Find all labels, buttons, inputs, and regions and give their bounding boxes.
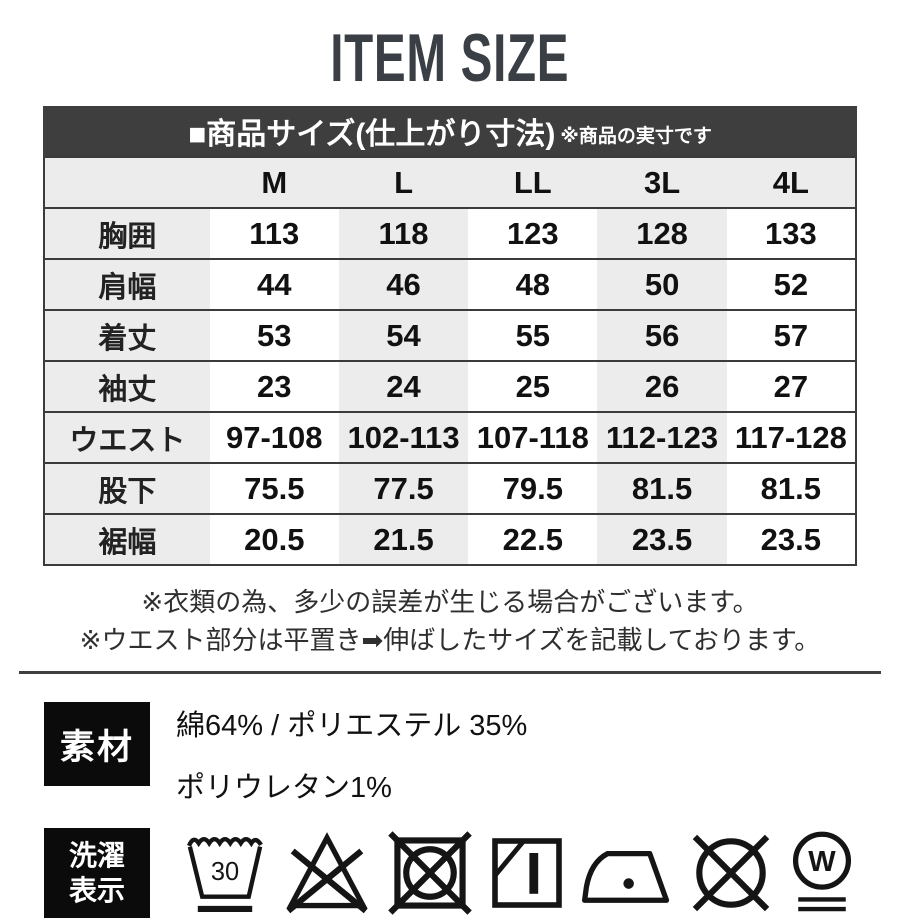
size-cell: 128	[597, 208, 727, 259]
size-cell: 81.5	[597, 463, 727, 514]
material-line: 綿64% / ポリエステル 35%	[176, 710, 528, 743]
size-row-label: 裾幅	[44, 514, 210, 565]
note-line: ※衣類の為、多少の誤差が生じる場合がございます。	[141, 587, 759, 617]
size-cell: 75.5	[209, 463, 339, 514]
material-section: 素材 綿64% / ポリエステル 35% ポリウレタン1%	[44, 702, 900, 806]
table-row: 着丈 53 54 55 56 57	[44, 310, 856, 361]
table-row: 胸囲 113 118 123 128 133	[44, 208, 856, 259]
size-cell: 54	[338, 310, 469, 361]
size-row-label: 胸囲	[44, 208, 210, 259]
size-cell: 23.5	[726, 514, 856, 565]
size-cell: 20.5	[209, 514, 339, 565]
iron-low-one-dot-icon	[582, 851, 670, 904]
washing-section: 洗濯 表示 30	[44, 828, 900, 918]
size-table: M L LL 3L 4L 胸囲 113 118 123 128 133 肩幅 4…	[43, 156, 857, 566]
size-cell: 53	[209, 310, 339, 361]
size-cell: 79.5	[468, 463, 598, 514]
table-row: ウエスト 97-108 102-113 107-118 112-123 117-…	[44, 412, 856, 463]
size-cell: 57	[726, 310, 856, 361]
size-row-label: 着丈	[44, 310, 210, 361]
size-cell: 48	[468, 259, 598, 310]
size-row-label: 股下	[44, 463, 210, 514]
size-cell: 102-113	[338, 412, 469, 463]
size-cell: 118	[338, 208, 469, 259]
size-cell: 55	[468, 310, 598, 361]
size-cell: 117-128	[726, 412, 856, 463]
care-symbols: 30 W	[182, 829, 854, 917]
size-column-header: LL	[468, 157, 598, 208]
size-column-spacer	[44, 157, 210, 208]
material-text: 綿64% / ポリエステル 35% ポリウレタン1%	[176, 702, 527, 806]
wet-clean-letter: W	[808, 847, 836, 879]
size-row-label: 肩幅	[44, 259, 210, 310]
table-row: 股下 75.5 77.5 79.5 81.5 81.5	[44, 463, 856, 514]
size-table-title: ■商品サイズ(仕上がり寸法)	[188, 118, 556, 151]
size-cell: 21.5	[338, 514, 469, 565]
material-line: ポリウレタン1%	[176, 772, 392, 805]
page-header: ITEM SIZE	[0, 14, 900, 102]
disclaimer-notes: ※衣類の為、多少の誤差が生じる場合がございます。 ※ウエスト部分は平置き➡伸ばし…	[0, 584, 900, 659]
washing-label-box: 洗濯 表示	[44, 828, 150, 918]
size-column-header: 4L	[726, 157, 856, 208]
size-cell: 46	[338, 259, 469, 310]
size-table-header-bar: ■商品サイズ(仕上がり寸法) ※商品の実寸です	[43, 106, 857, 156]
size-cell: 123	[468, 208, 598, 259]
size-cell: 23	[209, 361, 339, 412]
size-cell: 133	[726, 208, 856, 259]
wash-temp-label: 30	[211, 858, 239, 886]
section-divider	[19, 671, 881, 675]
size-cell: 22.5	[468, 514, 598, 565]
size-column-header: M	[209, 157, 339, 208]
size-column-header: 3L	[597, 157, 727, 208]
size-cell: 81.5	[726, 463, 856, 514]
size-cell: 24	[338, 361, 469, 412]
table-row: 裾幅 20.5 21.5 22.5 23.5 23.5	[44, 514, 856, 565]
size-cell: 50	[597, 259, 727, 310]
size-cell: 25	[468, 361, 598, 412]
size-row-label: 袖丈	[44, 361, 210, 412]
washing-label-line: 洗濯	[68, 839, 125, 871]
table-row: 袖丈 23 24 25 26 27	[44, 361, 856, 412]
do-not-dry-clean-icon	[692, 835, 770, 912]
page-title: ITEM SIZE	[330, 20, 570, 96]
washing-label-line: 表示	[68, 875, 125, 907]
size-cell: 77.5	[338, 463, 469, 514]
size-cell: 97-108	[209, 412, 339, 463]
size-table-subtitle: ※商品の実寸です	[560, 125, 712, 147]
size-cell: 44	[209, 259, 339, 310]
do-not-bleach-icon	[286, 832, 368, 914]
size-cell: 52	[726, 259, 856, 310]
material-label-box: 素材	[44, 702, 150, 787]
machine-wash-30-gentle-icon: 30	[186, 837, 263, 913]
size-cell: 107-118	[468, 412, 598, 463]
line-dry-in-shade-icon	[492, 838, 562, 909]
material-label: 素材	[59, 727, 134, 767]
size-table-block: ■商品サイズ(仕上がり寸法) ※商品の実寸です M L LL 3L 4L 胸囲 …	[43, 106, 857, 566]
size-column-header: L	[338, 157, 469, 208]
size-cell: 26	[597, 361, 727, 412]
size-row-label: ウエスト	[44, 412, 210, 463]
size-cell: 23.5	[597, 514, 727, 565]
size-cell: 112-123	[597, 412, 727, 463]
wet-clean-very-gentle-icon: W	[792, 832, 852, 912]
size-cell: 113	[209, 208, 339, 259]
do-not-tumble-dry-icon	[388, 831, 472, 916]
table-row: 肩幅 44 46 48 50 52	[44, 259, 856, 310]
size-cell: 27	[726, 361, 856, 412]
size-cell: 56	[597, 310, 727, 361]
note-line: ※ウエスト部分は平置き➡伸ばしたサイズを記載しております。	[79, 624, 821, 655]
size-table-columns-row: M L LL 3L 4L	[44, 157, 856, 208]
